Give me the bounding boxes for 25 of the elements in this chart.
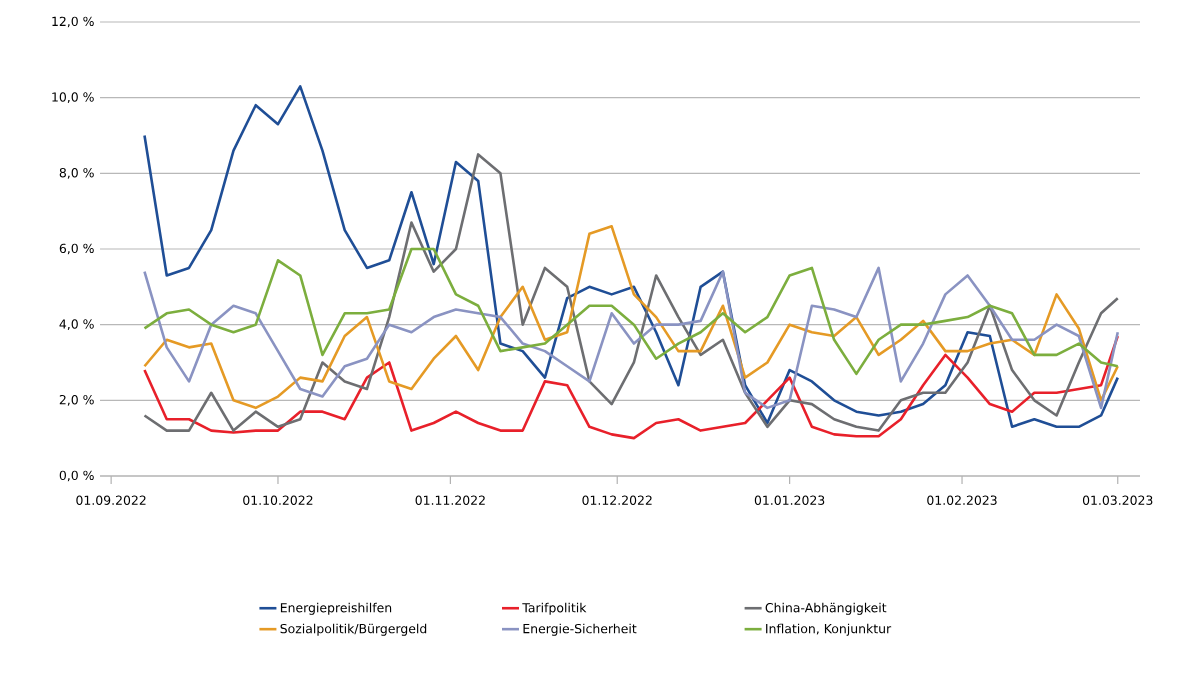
- y-tick-label: 2,0 %: [59, 394, 94, 406]
- y-tick-label: 0,0 %: [59, 470, 94, 482]
- x-tick-label: 01.01.2023: [754, 495, 825, 505]
- legend-label: Energiepreishilfen: [280, 602, 392, 615]
- line-series: [143, 247, 1120, 376]
- x-tick-label: 01.02.2023: [927, 495, 997, 505]
- x-tick-label: 01.11.2022: [415, 495, 485, 505]
- legend-label: Sozialpolitik/Bürgergeld: [280, 623, 427, 636]
- legend-label: China-Abhängigkeit: [765, 602, 887, 615]
- legend-label: Tarifpolitik: [522, 602, 587, 615]
- legend-label: Energie-Sicherheit: [523, 623, 637, 636]
- line-series: [143, 224, 1120, 410]
- x-tick-label: 01.12.2022: [582, 495, 652, 505]
- y-tick-label: 4,0 %: [59, 319, 94, 330]
- y-tick-label: 10,0 %: [52, 92, 94, 103]
- legend-label: Inflation, Konjunktur: [766, 623, 892, 636]
- x-tick-label: 01.10.2022: [243, 495, 313, 505]
- x-tick-label: 01.03.2023: [1082, 495, 1153, 505]
- line-series: [143, 334, 1120, 440]
- y-tick-label: 8,0 %: [59, 167, 94, 179]
- line-series: [143, 153, 1120, 432]
- line-series: [143, 85, 1120, 429]
- x-tick-label: 01.09.2022: [76, 495, 146, 505]
- y-tick-label: 6,0 %: [59, 243, 94, 255]
- y-tick-label: 12,0 %: [52, 16, 94, 28]
